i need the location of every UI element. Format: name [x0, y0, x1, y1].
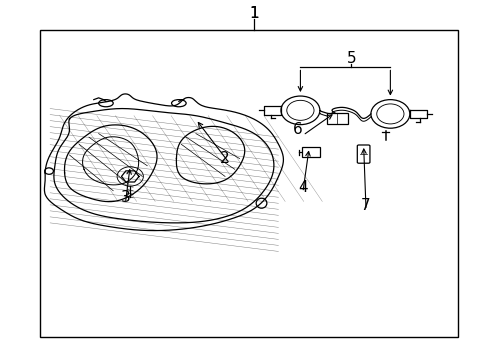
Bar [326, 113, 347, 124]
Text: 6: 6 [292, 122, 302, 138]
Text: 5: 5 [346, 51, 356, 66]
Text: 4: 4 [297, 180, 307, 195]
Bar [301, 148, 320, 157]
Text: 2: 2 [220, 151, 229, 166]
Text: 3: 3 [120, 190, 130, 205]
Text: 1: 1 [249, 6, 259, 21]
Bar [40, 30, 458, 337]
Text: 1: 1 [249, 6, 259, 21]
FancyBboxPatch shape [357, 145, 369, 163]
Text: 7: 7 [361, 198, 370, 212]
